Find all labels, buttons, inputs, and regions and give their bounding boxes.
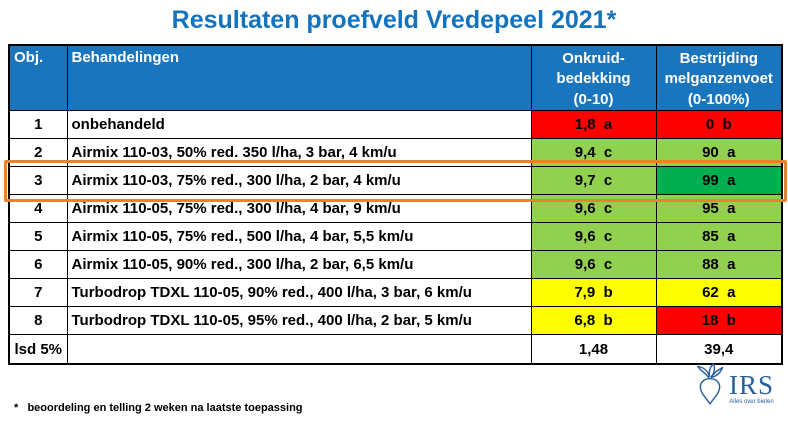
control-value: 85 a (655, 221, 783, 251)
table-row-lsd: lsd 5% 1,48 39,4 (8, 333, 783, 365)
obj-number: 4 (8, 193, 68, 223)
treatment-name: Turbodrop TDXL 110-05, 90% red., 400 l/h… (66, 277, 532, 307)
header-control: Bestrijding melganzenvoet (0-100%) (655, 44, 783, 111)
treatment-name: onbehandeld (66, 109, 532, 139)
obj-number: 1 (8, 109, 68, 139)
sugar-beet-icon (692, 362, 728, 413)
table-row-2: 2 Airmix 110-03, 50% red. 350 l/ha, 3 ba… (8, 137, 783, 167)
treatment-name: Airmix 110-05, 75% red., 300 l/ha, 4 bar… (66, 193, 532, 223)
control-value: 18 b (655, 305, 783, 335)
treatment-name: Airmix 110-05, 90% red., 300 l/ha, 2 bar… (66, 249, 532, 279)
treatment-name: Airmix 110-03, 75% red., 300 l/ha, 2 bar… (66, 165, 532, 195)
table-row-6: 6 Airmix 110-05, 90% red., 300 l/ha, 2 b… (8, 249, 783, 279)
table-row-7: 7 Turbodrop TDXL 110-05, 90% red., 400 l… (8, 277, 783, 307)
table-row-8: 8 Turbodrop TDXL 110-05, 95% red., 400 l… (8, 305, 783, 335)
obj-number: 3 (8, 165, 68, 195)
irs-logo: IRS Alles over bieten (692, 362, 774, 413)
header-treatments: Behandelingen (66, 44, 532, 111)
control-value: 0 b (655, 109, 783, 139)
treatment-name: Airmix 110-05, 75% red., 500 l/ha, 4 bar… (66, 221, 532, 251)
obj-number: 8 (8, 305, 68, 335)
weed-cover-value: 9,6 c (530, 221, 657, 251)
table-header-row: Obj. Behandelingen Onkruid- bedekking (0… (8, 44, 783, 111)
treatment-name: Airmix 110-03, 50% red. 350 l/ha, 3 bar,… (66, 137, 532, 167)
weed-cover-value: 1,8 a (530, 109, 657, 139)
lsd-label: lsd 5% (8, 333, 68, 365)
lsd-empty-cell (66, 333, 532, 365)
results-table: Obj. Behandelingen Onkruid- bedekking (0… (8, 44, 783, 366)
control-value: 62 a (655, 277, 783, 307)
weed-cover-value: 9,4 c (530, 137, 657, 167)
obj-number: 6 (8, 249, 68, 279)
weed-cover-value: 9,7 c (530, 165, 657, 195)
control-value: 90 a (655, 137, 783, 167)
lsd-weed-cover-value: 1,48 (530, 333, 657, 365)
irs-logo-tagline: Alles over bieten (729, 399, 774, 405)
footnotes: * beoordeling en telling 2 weken na laat… (14, 371, 303, 421)
weed-cover-value: 7,9 b (530, 277, 657, 307)
header-obj: Obj. (8, 44, 68, 111)
control-value: 95 a (655, 193, 783, 223)
lsd-control-value: 39,4 (655, 333, 783, 365)
treatment-name: Turbodrop TDXL 110-05, 95% red., 400 l/h… (66, 305, 532, 335)
obj-number: 5 (8, 221, 68, 251)
header-weed-cover: Onkruid- bedekking (0-10) (530, 44, 657, 111)
control-value: 99 a (655, 165, 783, 195)
weed-cover-value: 6,8 b (530, 305, 657, 335)
control-value: 88 a (655, 249, 783, 279)
table-row-4: 4 Airmix 110-05, 75% red., 300 l/ha, 4 b… (8, 193, 783, 223)
table-row-1: 1 onbehandeld 1,8 a 0 b (8, 109, 783, 139)
footnote-1: * beoordeling en telling 2 weken na laat… (14, 402, 303, 414)
page-title: Resultaten proefveld Vredepeel 2021* (171, 6, 617, 34)
irs-logo-text: IRS (728, 370, 774, 400)
weed-cover-value: 9,6 c (530, 193, 657, 223)
obj-number: 7 (8, 277, 68, 307)
obj-number: 2 (8, 137, 68, 167)
table-row-3-highlighted: 3 Airmix 110-03, 75% red., 300 l/ha, 2 b… (8, 165, 783, 195)
weed-cover-value: 9,6 c (530, 249, 657, 279)
table-row-5: 5 Airmix 110-05, 75% red., 500 l/ha, 4 b… (8, 221, 783, 251)
